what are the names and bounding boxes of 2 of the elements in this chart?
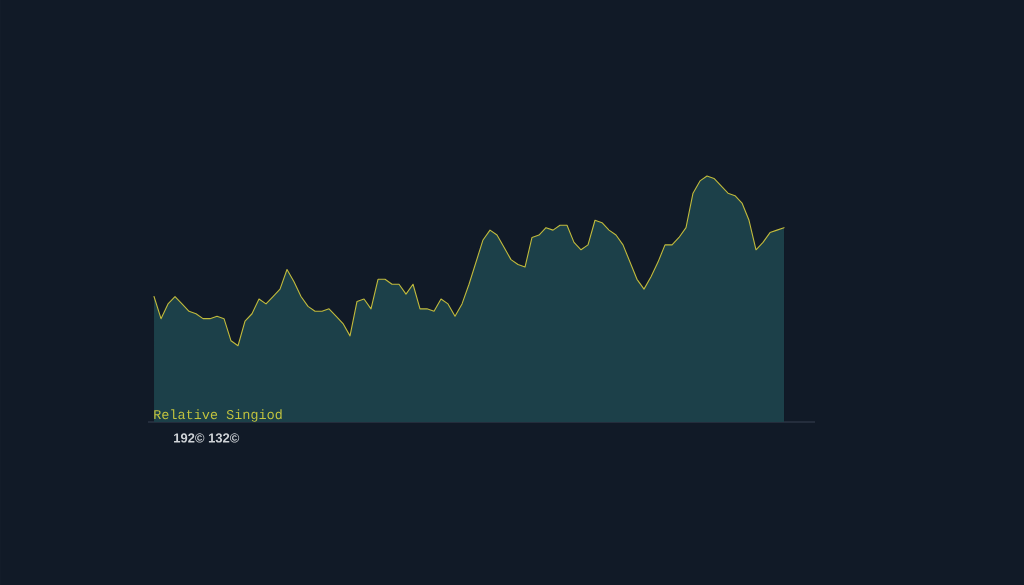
annotation: Relative Singiod <box>154 409 282 422</box>
text: 192© 132© <box>174 433 240 443</box>
